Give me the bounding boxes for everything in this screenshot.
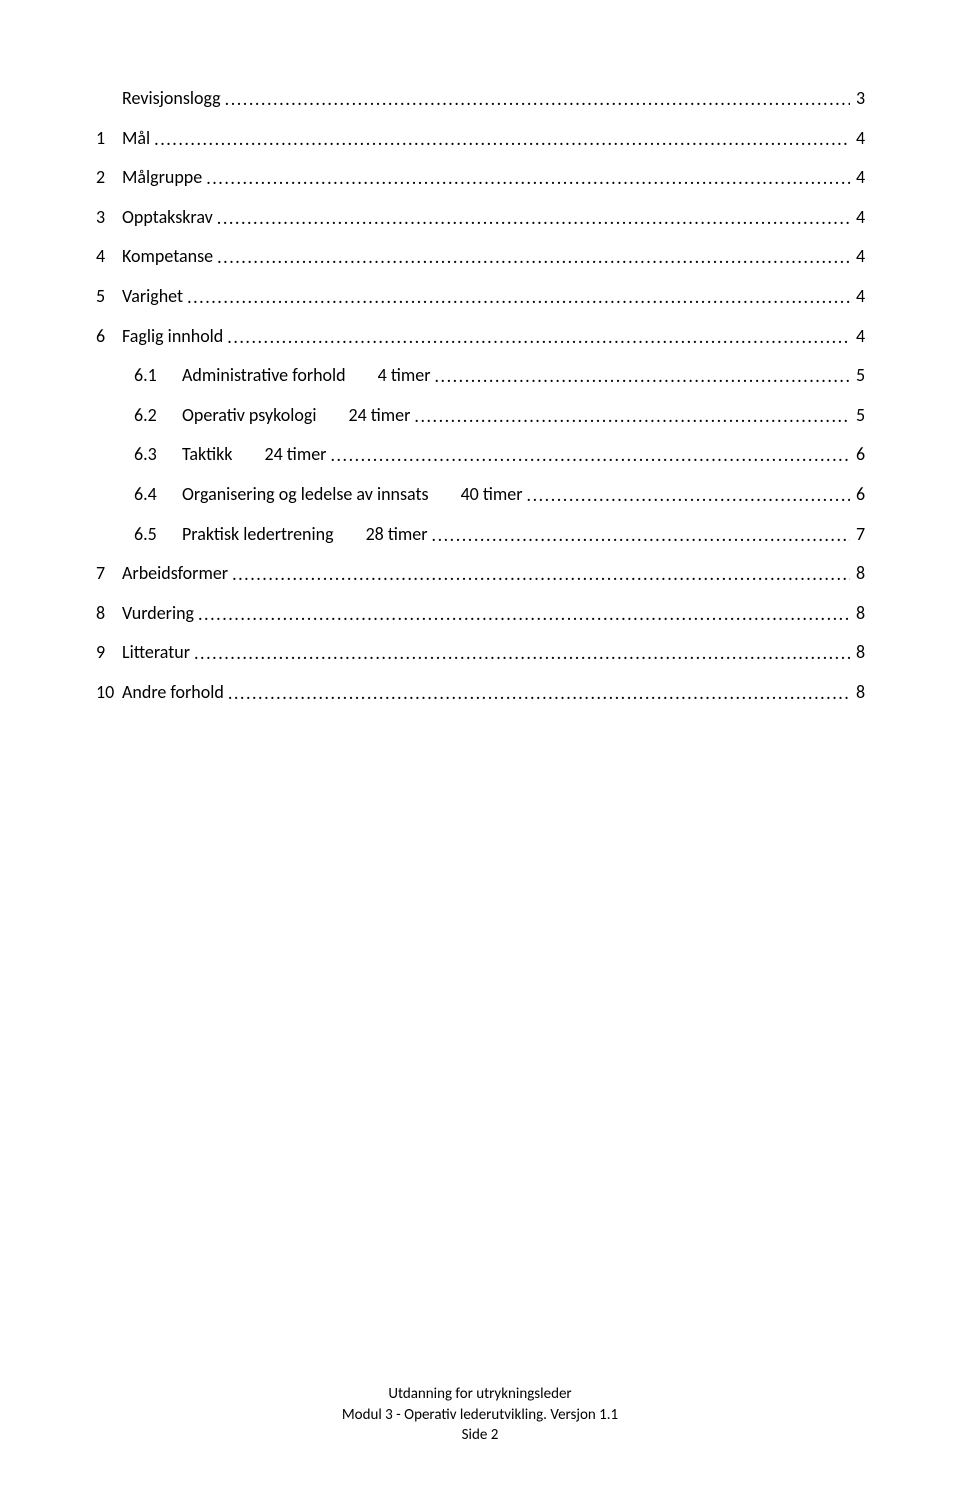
toc-entry-hours: 40 timer [433,484,527,506]
toc-entry-title: Mål [122,128,154,150]
toc-entry-title: Opptakskrav [122,207,217,229]
toc-entry-page: 8 [850,642,864,664]
toc-dot-leader [414,406,850,428]
toc-entry-title: Revisjonslogg [122,88,225,110]
toc-dot-leader [154,129,850,151]
toc-entry: 1Mål 4 [96,128,864,150]
toc-entry-number: 6.5 [96,524,182,546]
toc-entry-hours: 24 timer [236,444,330,466]
toc-entry-number: 1 [96,128,122,150]
toc-entry-title: Operativ psykologi [182,405,320,427]
toc-dot-leader [217,208,850,230]
toc-entry-page: 4 [850,207,864,229]
toc-entry: 6Faglig innhold 4 [96,326,864,348]
toc-entry-number: 6.3 [96,444,182,466]
toc-entry: 5Varighet 4 [96,286,864,308]
toc-entry-title: Varighet [122,286,187,308]
toc-entry-title: Arbeidsformer [122,563,232,585]
toc-entry: 10Andre forhold 8 [96,682,864,704]
toc-entry-page: 4 [850,286,864,308]
toc-dot-leader [198,604,850,626]
toc-entry: 8Vurdering8 [96,603,864,625]
toc-entry: 9Litteratur 8 [96,642,864,664]
toc-entry: Revisjonslogg 3 [96,88,864,110]
toc-entry-number: 6.4 [96,484,182,506]
toc-entry: 4Kompetanse4 [96,246,864,268]
toc-entry-page: 8 [850,563,864,585]
toc-dot-leader [206,168,850,190]
toc-dot-leader [330,445,850,467]
toc-entry-title: Administrative forhold [182,365,350,387]
toc-entry: 6.5Praktisk ledertrening28 timer 7 [96,524,864,546]
toc-entry-hours: 24 timer [320,405,414,427]
toc-entry-page: 3 [850,88,864,110]
toc-dot-leader [217,247,850,269]
toc-entry: 7Arbeidsformer 8 [96,563,864,585]
toc-entry: 6.2Operativ psykologi24 timer 5 [96,405,864,427]
toc-entry-title: Målgruppe [122,167,206,189]
toc-entry-title: Andre forhold [122,682,228,704]
toc-entry-hours: 28 timer [338,524,432,546]
toc-entry-number: 5 [96,286,122,308]
toc-dot-leader [432,525,850,547]
toc-entry-number: 9 [96,642,122,664]
toc-entry-page: 8 [850,603,864,625]
toc-entry-title: Praktisk ledertrening [182,524,338,546]
toc-entry-title: Taktikk [182,444,236,466]
toc-entry-number: 2 [96,167,122,189]
toc-entry: 6.3Taktikk24 timer 6 [96,444,864,466]
toc-entry-page: 5 [850,365,864,387]
toc-dot-leader [434,366,850,388]
toc-entry-title: Kompetanse [122,246,217,268]
toc-entry-page: 5 [850,405,864,427]
toc-dot-leader [225,89,850,111]
toc-entry-page: 4 [850,326,864,348]
toc-entry: 6.4Organisering og ledelse av innsats40 … [96,484,864,506]
toc-dot-leader [227,327,850,349]
toc-entry-page: 8 [850,682,864,704]
toc-entry-title: Vurdering [122,603,198,625]
toc-entry-page: 4 [850,246,864,268]
toc-entry-number: 7 [96,563,122,585]
toc-dot-leader [187,287,850,309]
toc-dot-leader [527,485,850,507]
footer-line-2: Modul 3 - Operativ lederutvikling. Versj… [0,1405,960,1425]
footer-line-3: Side 2 [0,1425,960,1445]
toc-entry-number: 6.1 [96,365,182,387]
toc-dot-leader [232,564,850,586]
toc-entry-title: Litteratur [122,642,194,664]
toc-entry-number: 4 [96,246,122,268]
toc-entry-page: 4 [850,167,864,189]
toc-entry-page: 4 [850,128,864,150]
toc-entry-hours: 4 timer [350,365,435,387]
toc-entry-number: 3 [96,207,122,229]
page-footer: Utdanning for utrykningsleder Modul 3 - … [0,1384,960,1445]
toc-entry: 2Målgruppe 4 [96,167,864,189]
toc-entry: 6.1Administrative forhold4 timer 5 [96,365,864,387]
toc-entry-page: 6 [850,444,864,466]
toc-entry-number: 8 [96,603,122,625]
toc-entry: 3Opptakskrav 4 [96,207,864,229]
table-of-contents: Revisjonslogg31Mål42Målgruppe43Opptakskr… [96,88,864,704]
footer-line-1: Utdanning for utrykningsleder [0,1384,960,1404]
toc-dot-leader [194,643,850,665]
toc-entry-page: 6 [850,484,864,506]
document-page: Revisjonslogg31Mål42Målgruppe43Opptakskr… [0,0,960,1493]
toc-entry-number: 6.2 [96,405,182,427]
toc-dot-leader [228,683,850,705]
toc-entry-number: 10 [96,682,122,704]
toc-entry-page: 7 [850,524,864,546]
toc-entry-title: Organisering og ledelse av innsats [182,484,433,506]
toc-entry-number: 6 [96,326,122,348]
toc-entry-title: Faglig innhold [122,326,227,348]
